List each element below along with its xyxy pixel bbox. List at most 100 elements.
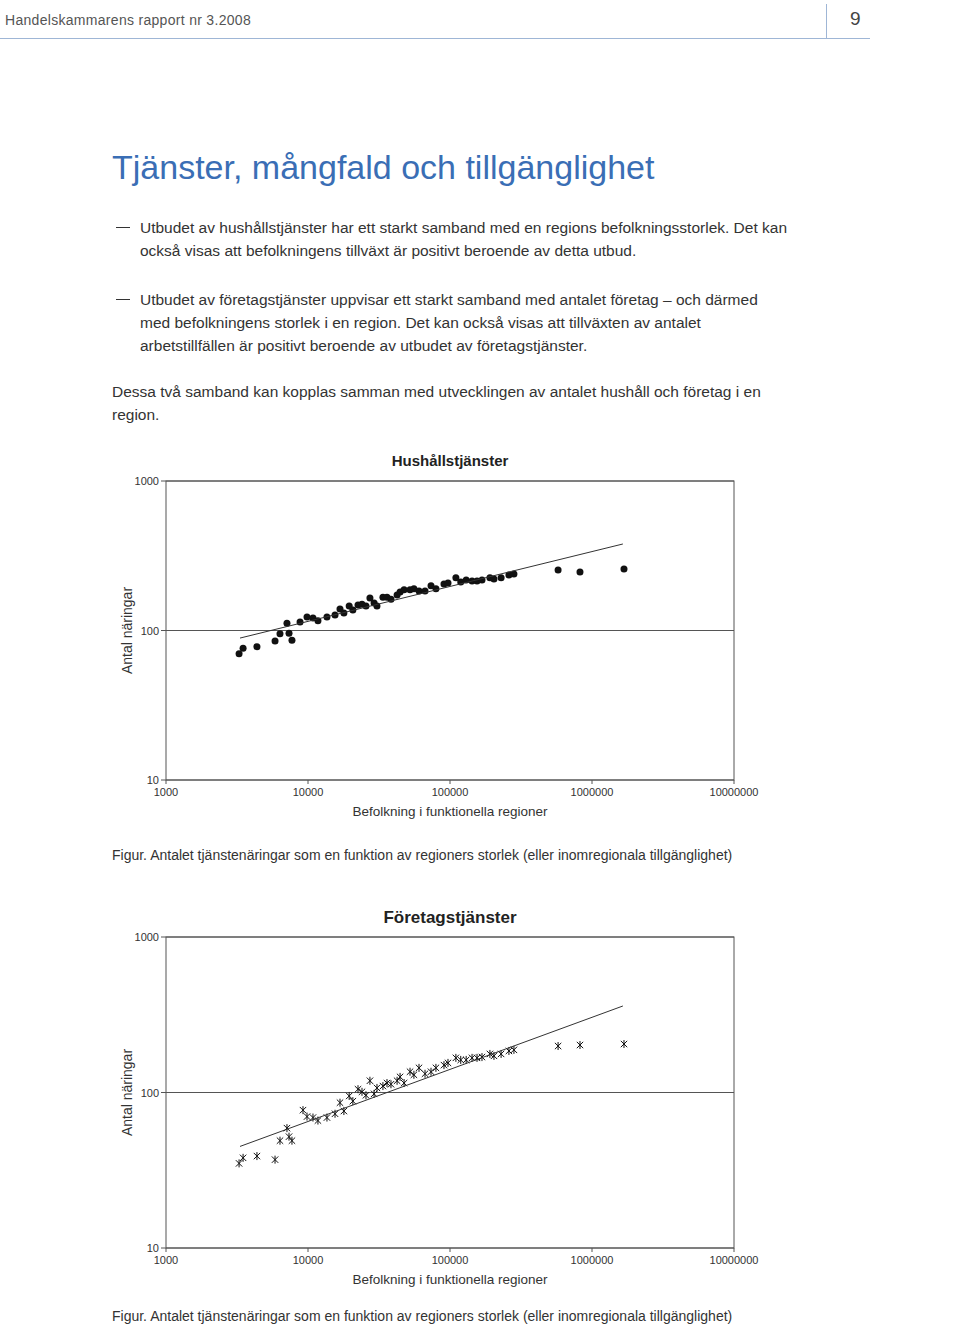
y-tick-label: 10	[147, 1242, 159, 1254]
bullet-item: Utbudet av hushållstjänster har ett star…	[112, 216, 772, 262]
scatter-point	[444, 579, 451, 586]
y-tick-label: 100	[141, 625, 159, 637]
scatter-point	[272, 638, 279, 645]
scatter-point	[304, 614, 311, 621]
cross-point	[346, 1092, 352, 1100]
x-tick-label: 10000	[293, 786, 324, 798]
x-tick-label: 1000000	[571, 786, 614, 798]
cross-point	[236, 1159, 242, 1167]
cross-point	[363, 1091, 369, 1099]
x-axis-label: Befolkning i funktionella regioner	[352, 804, 548, 819]
cross-point	[433, 1064, 439, 1072]
x-tick-label: 1000	[154, 1254, 178, 1266]
cross-point	[428, 1068, 434, 1076]
data-area	[236, 544, 628, 657]
x-tick	[592, 1248, 593, 1252]
cross-point	[300, 1106, 306, 1114]
y-tick	[161, 1248, 166, 1249]
scatter-point	[288, 637, 295, 644]
x-tick	[166, 1248, 167, 1252]
chart: Företagstjänster101001000100010000100000…	[119, 908, 758, 1287]
running-title: Handelskammarens rapport nr 3.2008	[5, 12, 251, 28]
charts-canvas: Hushållstjänster 10 100 1000 1000 10000 100000…	[0, 0, 960, 1325]
trend-line	[240, 1006, 623, 1146]
bullet-text: Utbudet av företagstjänster uppvisar ett…	[140, 288, 788, 357]
bullet-dash	[116, 299, 130, 300]
plot-frame	[166, 937, 734, 1248]
y-tick-label: 10	[147, 774, 159, 786]
cross-point	[388, 1080, 394, 1088]
figure-caption: Figur. Antalet tjänstenäringar som en fu…	[112, 847, 732, 863]
scatter-point	[555, 566, 562, 573]
bullet-item: Utbudet av företagstjänster uppvisar ett…	[112, 288, 772, 357]
scatter-point	[576, 569, 583, 576]
cross-point	[374, 1084, 380, 1092]
page-number: 9	[850, 8, 861, 30]
x-tick-label: 10000000	[710, 786, 759, 798]
x-tick	[734, 780, 735, 784]
cross-point	[416, 1064, 422, 1072]
cross-point	[380, 1082, 386, 1090]
cross-point	[337, 1099, 343, 1107]
x-tick	[450, 1248, 451, 1252]
y-tick	[161, 481, 166, 482]
paragraph: Dessa två samband kan kopplas samman med…	[112, 380, 772, 426]
chart: Hushållstjänster 10 100 1000 1000 10000 100000…	[119, 452, 758, 819]
grid-line	[166, 630, 734, 631]
bullet-text: Utbudet av hushållstjänster har ett star…	[140, 216, 788, 262]
cross-point	[422, 1070, 428, 1078]
x-tick-label: 10000	[293, 1254, 324, 1266]
cross-point	[555, 1042, 561, 1050]
bullet-dash	[116, 227, 130, 228]
y-axis-label: Antal näringar	[119, 1049, 135, 1137]
cross-point	[359, 1088, 365, 1096]
header-divider	[826, 4, 827, 38]
scatter-point	[240, 645, 247, 652]
x-tick-label: 100000	[432, 786, 469, 798]
cross-point	[304, 1113, 310, 1121]
scatter-point	[362, 602, 369, 609]
x-tick	[308, 780, 309, 784]
plot-frame	[166, 481, 734, 780]
cross-point	[407, 1068, 413, 1076]
scatter-point	[286, 630, 293, 637]
cross-point	[411, 1071, 417, 1079]
scatter-point	[620, 565, 627, 572]
scatter-point	[498, 574, 505, 581]
cross-point	[445, 1059, 451, 1067]
y-tick	[161, 937, 166, 938]
y-tick	[161, 1092, 166, 1093]
chart-title: Företagstjänster	[383, 908, 517, 927]
trend-line	[240, 544, 623, 638]
chart-title: Hushållstjänster	[392, 452, 509, 469]
x-tick-label: 1000	[154, 786, 178, 798]
y-axis-label: Antal näringar	[119, 587, 135, 675]
scatter-point	[276, 630, 283, 637]
cross-point	[355, 1085, 361, 1093]
x-tick	[450, 780, 451, 784]
x-tick-label: 1000000	[571, 1254, 614, 1266]
header-rule	[0, 38, 870, 39]
x-tick	[734, 1248, 735, 1252]
cross-point	[367, 1077, 373, 1085]
scatter-point	[478, 576, 485, 583]
x-tick	[308, 1248, 309, 1252]
x-tick-label: 10000000	[710, 1254, 759, 1266]
y-tick-label: 1000	[135, 931, 159, 943]
x-tick	[166, 780, 167, 784]
scatter-point	[253, 643, 260, 650]
x-tick-label: 100000	[432, 1254, 469, 1266]
scatter-point	[297, 618, 304, 625]
y-tick	[161, 780, 166, 781]
page-title: Tjänster, mångfald och tillgänglighet	[112, 148, 654, 187]
x-tick	[592, 780, 593, 784]
cross-point	[577, 1041, 583, 1049]
cross-point	[397, 1073, 403, 1081]
cross-point	[621, 1040, 627, 1048]
y-tick-label: 1000	[135, 475, 159, 487]
x-axis-label: Befolkning i funktionella regioner	[352, 1272, 548, 1287]
cross-point	[254, 1152, 260, 1160]
data-area	[236, 1006, 627, 1167]
grid-line	[166, 1092, 734, 1093]
cross-point	[240, 1154, 246, 1162]
